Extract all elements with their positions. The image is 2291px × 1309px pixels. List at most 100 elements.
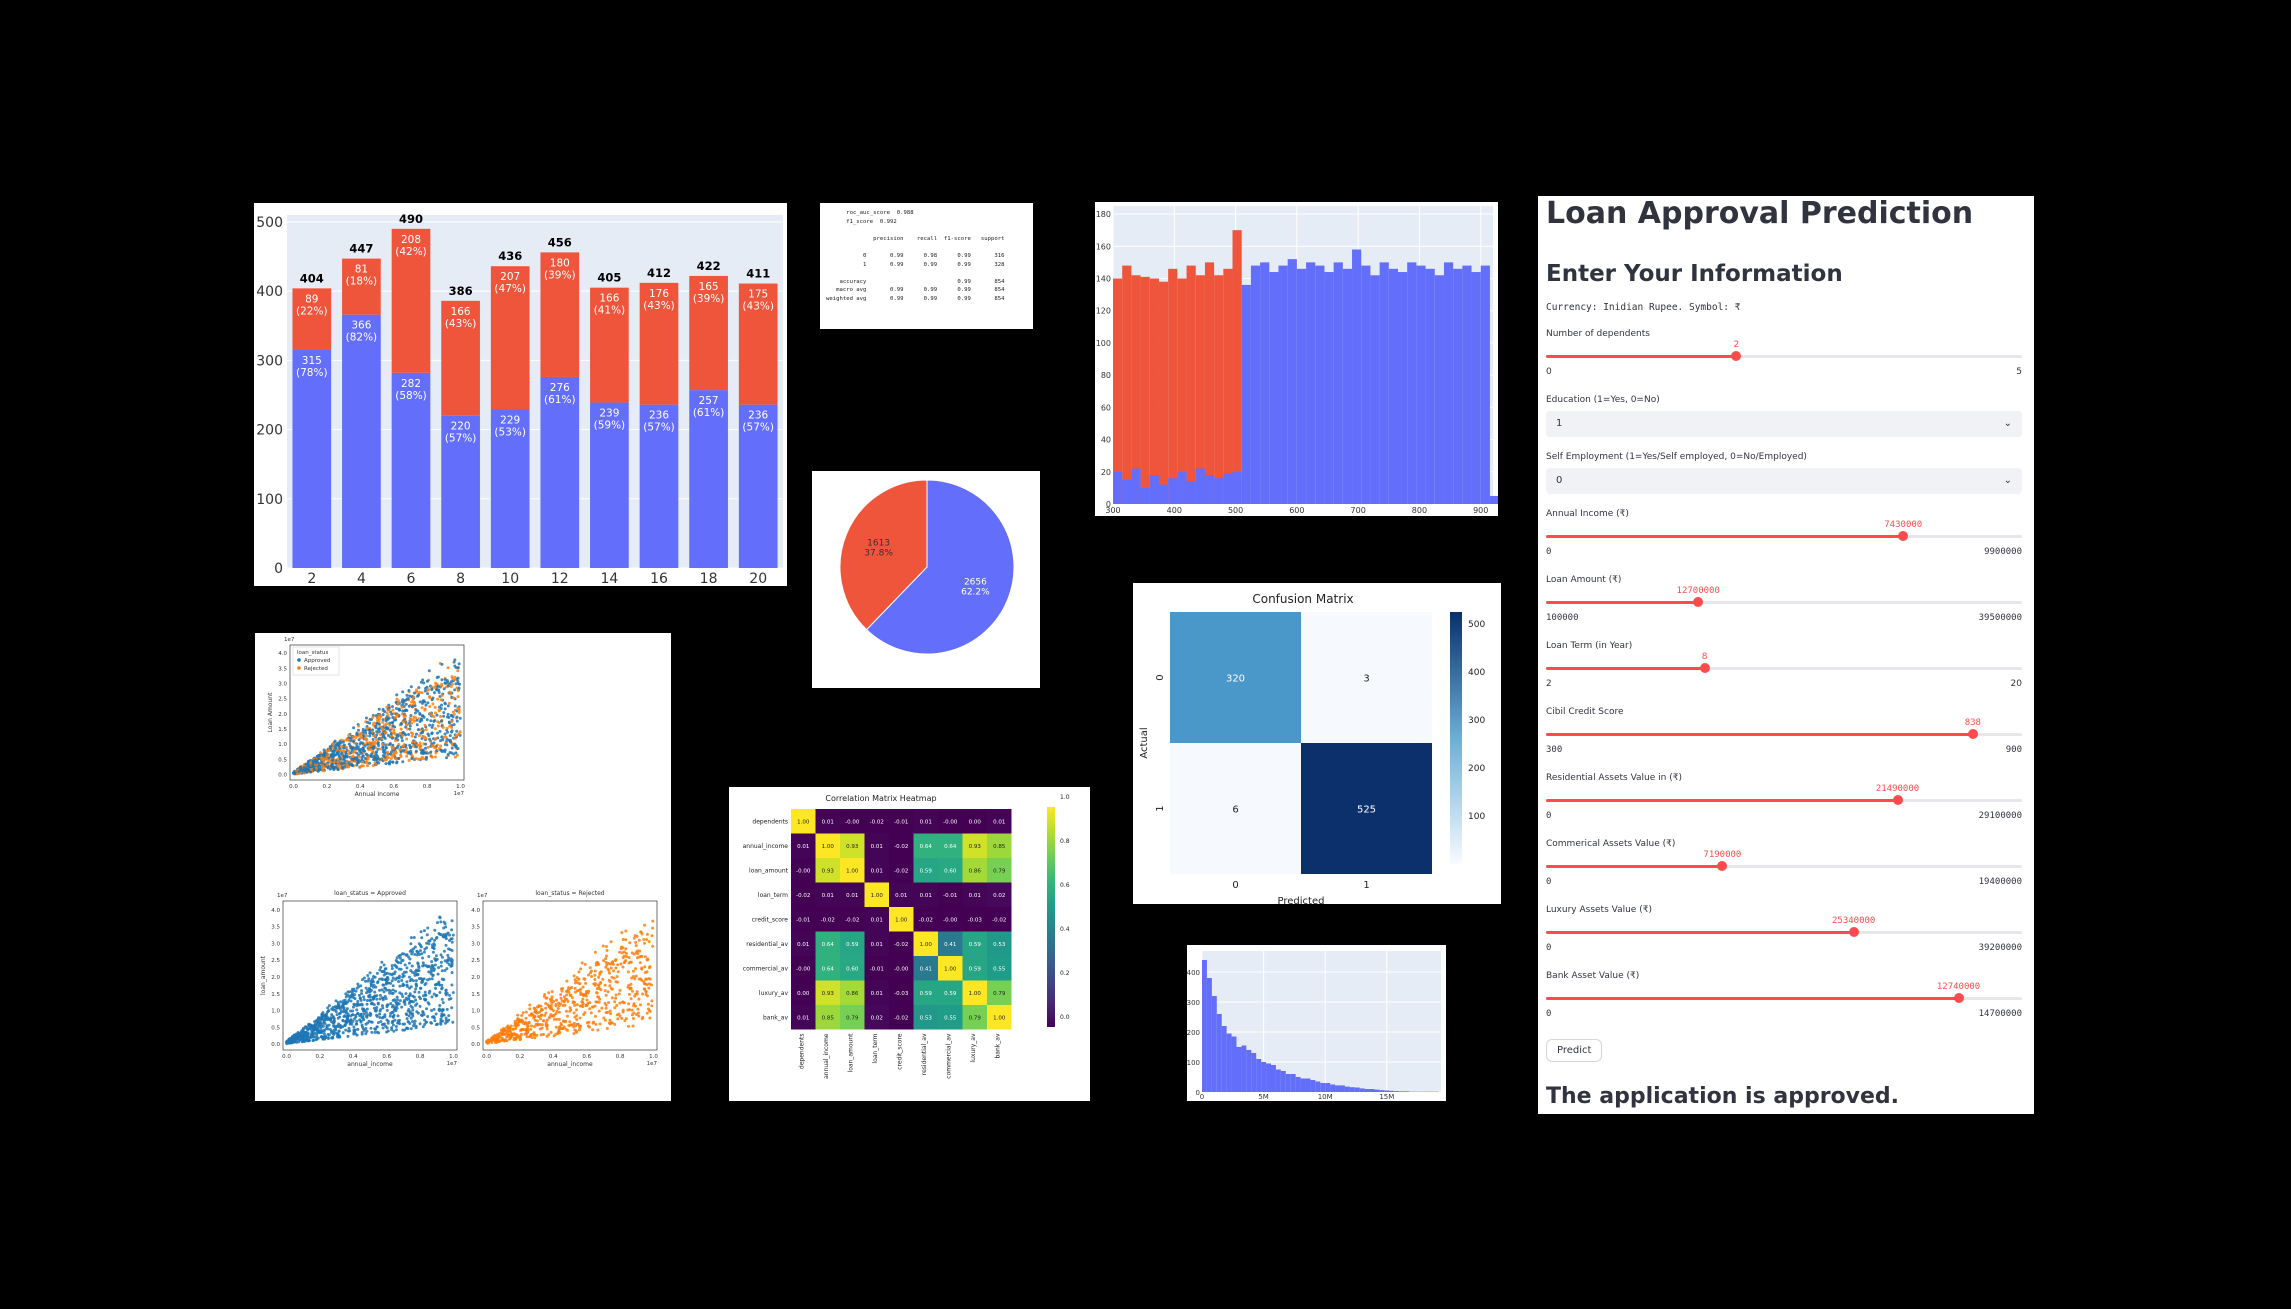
scatter-point: [445, 715, 449, 719]
scatter-point: [418, 1022, 422, 1026]
scatter-point: [338, 739, 342, 743]
scatter-point: [540, 1023, 544, 1027]
form-fields: Number of dependents 2 0 5 Education (1=Yes,…: [1546, 329, 2022, 1037]
scatter-point: [404, 996, 408, 1000]
scatter-point: [332, 768, 336, 772]
predict-button[interactable]: Predict: [1546, 1039, 1603, 1062]
slider-track[interactable]: [1546, 865, 2022, 868]
axis-exponent: 1e7: [447, 1061, 458, 1067]
slider-thumb[interactable]: [1717, 861, 1728, 871]
slider-thumb[interactable]: [1699, 663, 1710, 673]
slider-fill: [1546, 865, 1723, 868]
scatter-point: [456, 746, 460, 750]
slider-track[interactable]: [1546, 355, 2022, 358]
scatter-point: [490, 1036, 494, 1040]
scatter-point: [424, 751, 428, 755]
legend-marker: [297, 666, 301, 670]
scatter-point: [605, 1027, 609, 1031]
scatter-point: [541, 1033, 545, 1037]
scatter-point: [411, 1014, 415, 1018]
scatter-point: [405, 754, 409, 758]
rejected-bar: [1223, 268, 1233, 504]
y-tick-label: 400: [1187, 969, 1200, 977]
slider-thumb[interactable]: [1731, 351, 1742, 361]
scatter-point: [373, 994, 377, 998]
heatmap-cell: [889, 882, 914, 907]
slider-fill: [1546, 535, 1904, 538]
scatter-point: [594, 1022, 598, 1026]
rejected-bar: [342, 258, 381, 315]
select-box[interactable]: 1 ⌄: [1546, 411, 2022, 437]
scatter-point: [342, 1008, 346, 1012]
slider-thumb[interactable]: [1953, 993, 1964, 1003]
heatmap-cell: [815, 931, 840, 956]
approved-bar: [441, 415, 480, 568]
cell-value: 0.01: [871, 917, 883, 923]
slider-thumb[interactable]: [1693, 597, 1704, 607]
scatter-point: [493, 1040, 497, 1044]
scatter-point: [371, 740, 375, 744]
scatter-point: [386, 726, 390, 730]
slider-thumb[interactable]: [1898, 531, 1909, 541]
select-box[interactable]: 0 ⌄: [1546, 468, 2022, 494]
scatter-point: [584, 992, 588, 996]
scatter-point: [405, 737, 409, 741]
scatter-point: [420, 936, 424, 940]
x-tick-label: 0.0: [289, 784, 298, 790]
scatter-point: [440, 693, 444, 697]
slider-track[interactable]: [1546, 601, 2022, 604]
scatter-point: [434, 1012, 438, 1016]
scatter-point: [338, 766, 342, 770]
heatmap-cell: [815, 907, 840, 932]
scatter-point: [402, 1000, 406, 1004]
scatter-point: [339, 749, 343, 753]
scatter-point: [328, 1028, 332, 1032]
slider-thumb[interactable]: [1967, 729, 1978, 739]
scatter-point: [593, 950, 597, 954]
slider-track[interactable]: [1546, 667, 2022, 670]
scatter-point: [365, 764, 369, 768]
scatter-point: [447, 956, 451, 960]
slider-thumb[interactable]: [1892, 795, 1903, 805]
slider-thumb[interactable]: [1848, 927, 1859, 937]
axis-exponent: 1e7: [647, 1061, 658, 1067]
slider-field: Annual Income (₹) 7430000 0 9900000: [1546, 509, 2022, 575]
approved-bar: [1269, 272, 1279, 504]
heatmap-cell: [840, 956, 865, 981]
slider-value: 7430000: [1884, 520, 1923, 530]
scatter-point: [430, 937, 434, 941]
scatter-point: [410, 964, 414, 968]
scatter-point: [445, 960, 449, 964]
y-tick-label: 0.5: [271, 1025, 280, 1031]
scatter-point: [590, 975, 594, 979]
scatter-point: [393, 751, 397, 755]
scatter-point: [433, 719, 437, 723]
scatter-point: [434, 936, 438, 940]
pie-chart: 2656 62.2%1613 37.8%: [839, 479, 1015, 655]
scatter-point: [367, 987, 371, 991]
cell-value: 1.00: [895, 917, 908, 923]
scatter-point: [413, 1019, 417, 1023]
x-tick-label: 700: [1351, 506, 1366, 515]
scatter-point: [513, 1023, 517, 1027]
legend-title: loan_status: [297, 650, 329, 656]
slider-value: 8: [1701, 652, 1708, 662]
scatter-point: [412, 719, 416, 723]
scatter-point: [443, 701, 447, 705]
y-tick-label: 300: [256, 353, 283, 369]
scatter-point: [364, 1011, 368, 1015]
y-tick-label: 2.5: [278, 697, 287, 703]
scatter-point: [408, 949, 412, 953]
scatter-point: [446, 684, 450, 688]
scatter-point: [418, 745, 422, 749]
scatter-point: [420, 755, 424, 759]
histogram-bar: [1221, 1026, 1227, 1092]
scatter-point: [325, 1024, 329, 1028]
scatter-point: [434, 982, 438, 986]
scatter-point: [322, 754, 326, 758]
scatter-point: [529, 1013, 533, 1017]
scatter-point: [397, 954, 401, 958]
scatter-point: [518, 1038, 522, 1042]
scatter-point: [451, 991, 455, 995]
